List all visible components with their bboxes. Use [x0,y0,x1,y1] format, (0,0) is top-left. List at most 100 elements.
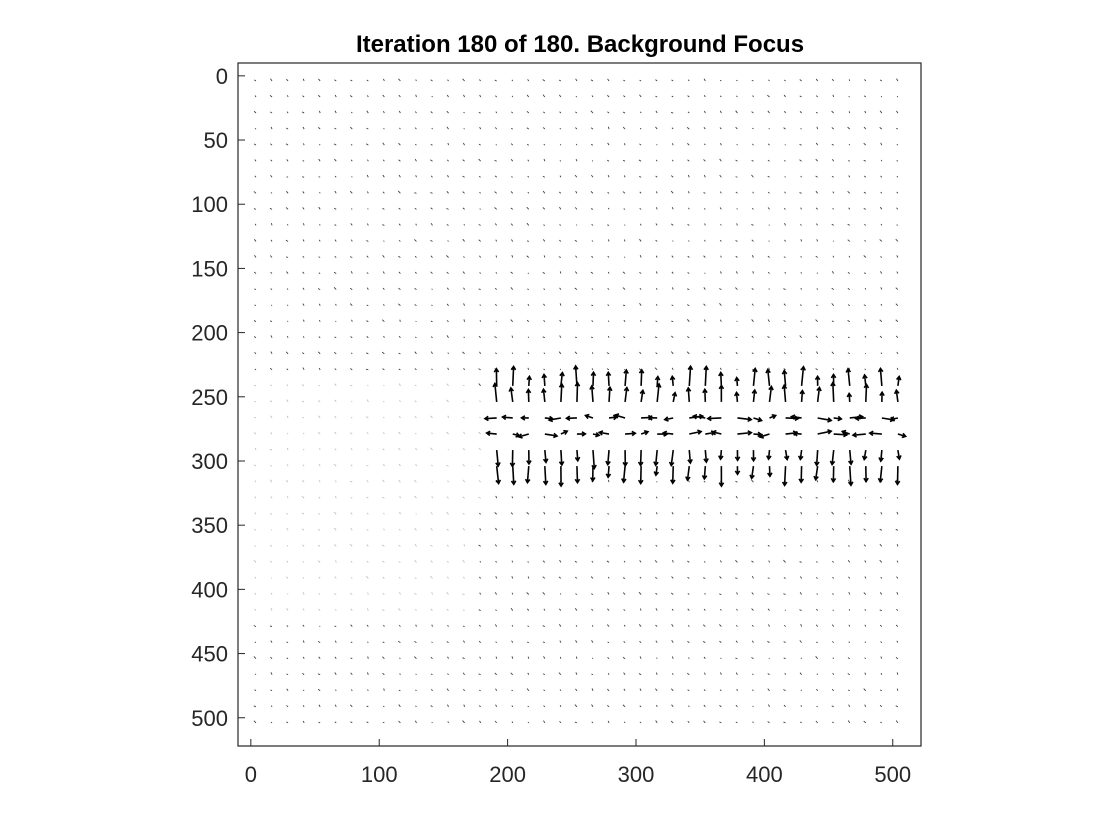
vector-arrow [527,656,530,659]
vector-arrow [752,721,754,724]
vector-arrow [735,577,738,579]
vector-arrow [655,239,658,242]
vector-arrow [671,511,674,515]
vector-arrow [607,271,610,274]
vector-arrow [526,111,530,114]
vector-arrow [398,576,401,579]
vector-arrow [526,688,530,692]
vector-arrow [511,640,514,643]
vector-arrow [656,481,658,483]
vector-arrowhead [483,415,489,422]
vector-arrow [735,176,738,178]
vector-arrow [737,417,752,421]
vector-arrowhead [718,455,724,461]
vector-arrow [286,641,289,644]
vector-arrow [879,543,883,547]
vector-arrow [398,544,401,547]
vector-arrow [800,528,803,531]
vector-arrow [800,255,802,258]
vector-arrow [591,480,594,483]
vector-arrow [431,481,433,483]
vector-arrow [543,705,546,708]
vector-arrow [559,480,562,483]
vector-arrow [656,657,658,659]
vector-arrow [302,479,305,483]
vector-arrow [816,288,819,290]
vector-arrow [880,450,883,462]
vector-arrow [737,431,752,435]
vector-arrow [703,174,706,178]
vector-arrow [318,319,321,322]
vector-arrow [896,191,899,194]
vector-arrowhead [847,460,854,466]
vector-arrow [462,271,465,274]
vector-arrow [543,352,546,355]
vector-arrow [735,336,738,339]
vector-arrow [752,545,754,547]
vector-arrow [414,559,417,563]
vector-arrow [622,466,626,483]
vector-arrow [575,143,578,146]
vector-arrow [511,366,515,386]
vector-arrow [736,688,738,691]
vector-arrow [414,304,417,307]
vector-arrow [831,497,834,499]
vector-arrow [607,576,610,579]
vector-arrow [542,560,546,563]
vector-arrow [638,673,642,676]
vector-arrow [318,608,321,611]
vector-arrow [687,159,690,162]
vector-arrow [687,528,690,531]
vector-arrow [318,656,321,659]
vector-arrow [768,240,770,242]
vector-arrow [703,544,706,547]
vector-arrow [382,705,385,708]
vector-arrow [640,390,644,403]
vector-arrow [431,288,433,290]
vector-arrow [751,352,754,355]
vector-arrow [318,513,321,515]
vector-arrow [335,689,337,692]
vector-arrow [816,608,818,611]
vector-arrow [752,389,756,403]
vector-arrow [896,144,899,146]
vector-arrow [671,496,674,499]
vector-arrow [863,95,867,98]
vector-arrow [832,593,834,595]
vector-arrow [815,368,818,371]
vector-arrow [286,399,289,403]
vector-arrow [318,496,321,499]
vector-arrow [254,400,257,403]
vector-arrow [703,255,706,258]
vector-arrow [399,496,401,499]
vector-arrow [654,449,658,466]
vector-arrow [510,271,514,274]
vector-arrow [655,79,658,82]
vector-arrow [606,450,610,465]
vector-arrow [688,207,690,210]
vector-arrow [286,447,289,451]
vector-arrowhead [520,415,526,421]
vector-arrow [560,383,563,402]
vector-arrow [735,657,738,660]
vector-arrow [607,335,610,338]
vector-arrow [832,657,835,660]
vector-arrow [784,222,786,226]
vector-arrow [286,224,289,226]
vector-arrow [382,319,385,323]
vector-arrow [559,593,562,595]
vector-arrow [800,705,803,708]
vector-arrow [254,352,257,355]
vector-arrow [863,126,867,130]
vector-arrow [526,319,530,323]
vector-arrowhead [893,388,900,395]
vector-arrow [712,431,722,435]
vector-arrow [430,255,433,258]
vector-arrow [816,479,819,483]
vector-arrow [527,721,530,724]
vector-arrow [415,111,417,114]
vector-arrow [479,79,481,82]
vector-arrow [334,656,337,659]
vector-arrow [879,592,883,595]
vector-arrow [462,351,465,355]
